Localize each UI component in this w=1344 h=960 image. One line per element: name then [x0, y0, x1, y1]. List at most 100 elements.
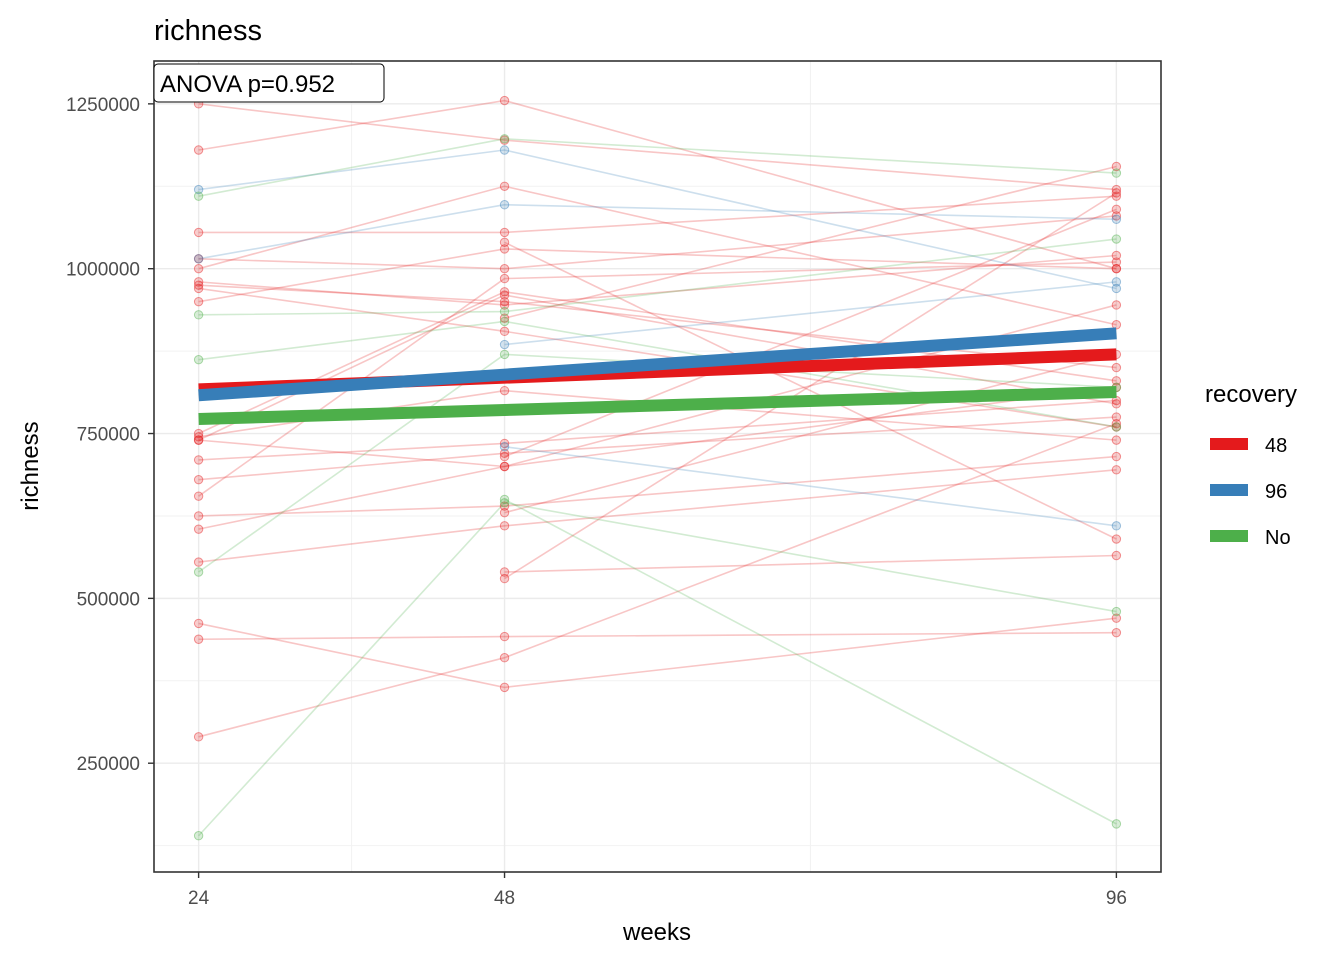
subject-line-No	[198, 238, 1117, 316]
subject-point-No	[1111, 819, 1122, 829]
subject-line-48	[198, 254, 1117, 306]
subject-point-No	[1111, 422, 1122, 432]
subject-point-96	[499, 145, 510, 155]
subject-point-No	[499, 134, 510, 144]
x-axis: 24 48 96	[188, 872, 1127, 909]
subject-point-48	[1111, 422, 1122, 432]
subject-point-96	[1111, 214, 1122, 224]
subject-point-No	[193, 191, 204, 201]
subject-point-48	[193, 283, 204, 294]
subject-point-No	[499, 498, 510, 508]
chart-title: richness	[154, 15, 262, 47]
subject-point-48	[499, 461, 510, 472]
subject-point-48	[193, 435, 204, 445]
subject-point-48	[1111, 534, 1122, 544]
subject-point-No	[1111, 606, 1122, 617]
y-tick-label: 250000	[77, 754, 140, 775]
subject-point-48	[1111, 263, 1122, 274]
subject-line-No	[198, 137, 1117, 197]
subject-point-48	[193, 277, 204, 287]
subject-line-48	[198, 631, 1117, 641]
subject-point-48	[1111, 191, 1122, 201]
y-tick-label: 1250000	[66, 95, 140, 116]
subject-line-48	[198, 261, 1117, 497]
subject-point-48	[499, 313, 510, 323]
subject-line-96	[198, 203, 1117, 260]
trend-line-96	[198, 327, 1117, 402]
subject-point-48	[1111, 435, 1122, 445]
subject-point-96	[193, 254, 204, 264]
x-axis-title: weeks	[622, 919, 691, 946]
subject-line-48	[198, 422, 1117, 738]
subject-point-48	[1111, 204, 1122, 215]
subject-point-48	[1111, 412, 1122, 422]
x-tick-label: 96	[1106, 888, 1127, 909]
subject-point-48	[499, 263, 510, 274]
subject-line-96	[198, 149, 1117, 290]
subject-point-No	[499, 494, 510, 505]
trend-lines	[198, 327, 1117, 426]
y-tick-label: 750000	[77, 425, 140, 446]
subject-point-48	[499, 135, 510, 145]
subject-line-48	[198, 416, 1117, 481]
subject-point-No	[499, 349, 510, 360]
y-tick-label: 500000	[77, 589, 140, 610]
subject-point-96	[499, 442, 510, 452]
subject-line-96	[504, 281, 1117, 346]
legend-key-96	[1210, 484, 1248, 496]
subject-point-No	[1111, 234, 1122, 244]
subject-point-48	[1111, 263, 1122, 274]
subject-point-48	[193, 474, 204, 485]
subject-point-48	[1111, 451, 1122, 462]
subject-point-48	[193, 491, 204, 501]
legend-label-96: 96	[1265, 481, 1287, 503]
subject-point-48	[1111, 320, 1122, 330]
legend-key-48	[1210, 438, 1248, 450]
subject-points	[193, 95, 1122, 841]
subject-point-48	[193, 145, 204, 155]
subject-point-No	[193, 354, 204, 365]
subject-point-48	[1111, 300, 1122, 310]
x-tick-label: 24	[188, 888, 210, 909]
subject-point-48	[499, 273, 510, 284]
subject-point-48	[193, 428, 204, 439]
subject-point-96	[193, 184, 204, 195]
subject-point-48	[1111, 250, 1122, 261]
subject-point-48	[1111, 184, 1122, 195]
subject-point-48	[193, 557, 204, 567]
legend-key-No	[1210, 530, 1248, 542]
subject-line-48	[198, 455, 1117, 517]
subject-point-96	[1111, 283, 1122, 294]
subject-point-No	[499, 306, 510, 317]
subject-point-48	[499, 448, 510, 459]
subject-point-No	[193, 567, 204, 577]
subject-point-96	[499, 339, 510, 350]
subject-point-48	[193, 435, 204, 445]
subject-line-48	[198, 617, 1117, 689]
subject-point-48	[193, 511, 204, 521]
x-tick-label: 48	[494, 888, 515, 909]
subject-point-48	[1111, 613, 1122, 623]
subject-point-48	[193, 455, 204, 465]
subject-point-48	[499, 300, 510, 310]
subject-point-48	[193, 254, 204, 264]
subject-point-96	[499, 200, 510, 210]
subject-line-48	[198, 215, 1117, 270]
subject-point-96	[1111, 277, 1122, 287]
anova-annotation-text: ANOVA p=0.952	[160, 71, 335, 98]
subject-point-48	[499, 237, 510, 248]
major-gridlines	[154, 61, 1161, 872]
subject-point-48	[499, 244, 510, 254]
subject-point-48	[499, 521, 510, 531]
y-axis-title: richness	[17, 421, 44, 510]
subject-point-48	[499, 682, 510, 693]
subject-line-48	[504, 241, 1117, 540]
subject-point-48	[1111, 362, 1122, 373]
y-axis: 250000 500000 750000 1000000 1250000	[66, 95, 154, 775]
subject-point-48	[1111, 257, 1122, 267]
subject-point-48	[193, 263, 204, 274]
subject-line-48	[198, 386, 1117, 530]
subject-point-48	[193, 618, 204, 629]
subject-line-48	[504, 208, 1117, 458]
